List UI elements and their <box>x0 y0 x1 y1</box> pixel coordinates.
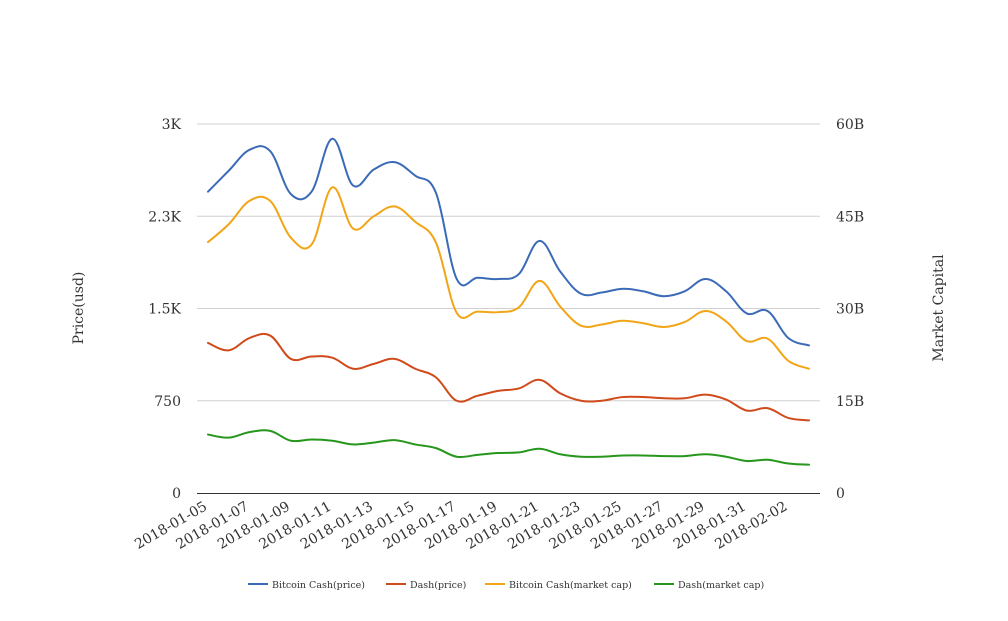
series-line-bitcoin-cash-price <box>207 137 810 347</box>
legend-label-bitcoin-cash-price: Bitcoin Cash(price) <box>272 580 365 591</box>
axes: 07501.5K2.3K3K015B30B45B60B2018-01-05201… <box>71 117 947 553</box>
y-left-tick-label: 2.3K <box>148 209 181 225</box>
y-right-tick-label: 30B <box>836 302 864 318</box>
y-left-tick-label: 750 <box>154 394 181 410</box>
series-line-dash-price <box>207 332 810 422</box>
y-right-axis-title: Market Capital <box>931 254 947 362</box>
series-line-dash-market-cap <box>207 429 810 466</box>
y-right-tick-label: 0 <box>836 486 845 502</box>
legend-label-bitcoin-cash-market-cap: Bitcoin Cash(market cap) <box>509 580 632 591</box>
series-lines <box>207 137 810 466</box>
y-right-tick-label: 45B <box>836 209 864 225</box>
y-left-tick-label: 0 <box>172 486 181 502</box>
y-right-tick-label: 15B <box>836 394 864 410</box>
y-left-tick-label: 1.5K <box>148 302 181 318</box>
gridlines <box>197 123 820 402</box>
legend-label-dash-price: Dash(price) <box>410 580 466 591</box>
legend: Bitcoin Cash(price) Dash(price) Bitcoin Ca… <box>248 580 764 591</box>
y-left-tick-label: 3K <box>162 117 182 133</box>
y-left-axis-title: Price(usd) <box>71 272 87 345</box>
series-line-bitcoin-cash-market-cap <box>207 186 810 370</box>
y-right-tick-label: 60B <box>836 117 864 133</box>
legend-label-dash-market-cap: Dash(market cap) <box>678 580 764 591</box>
